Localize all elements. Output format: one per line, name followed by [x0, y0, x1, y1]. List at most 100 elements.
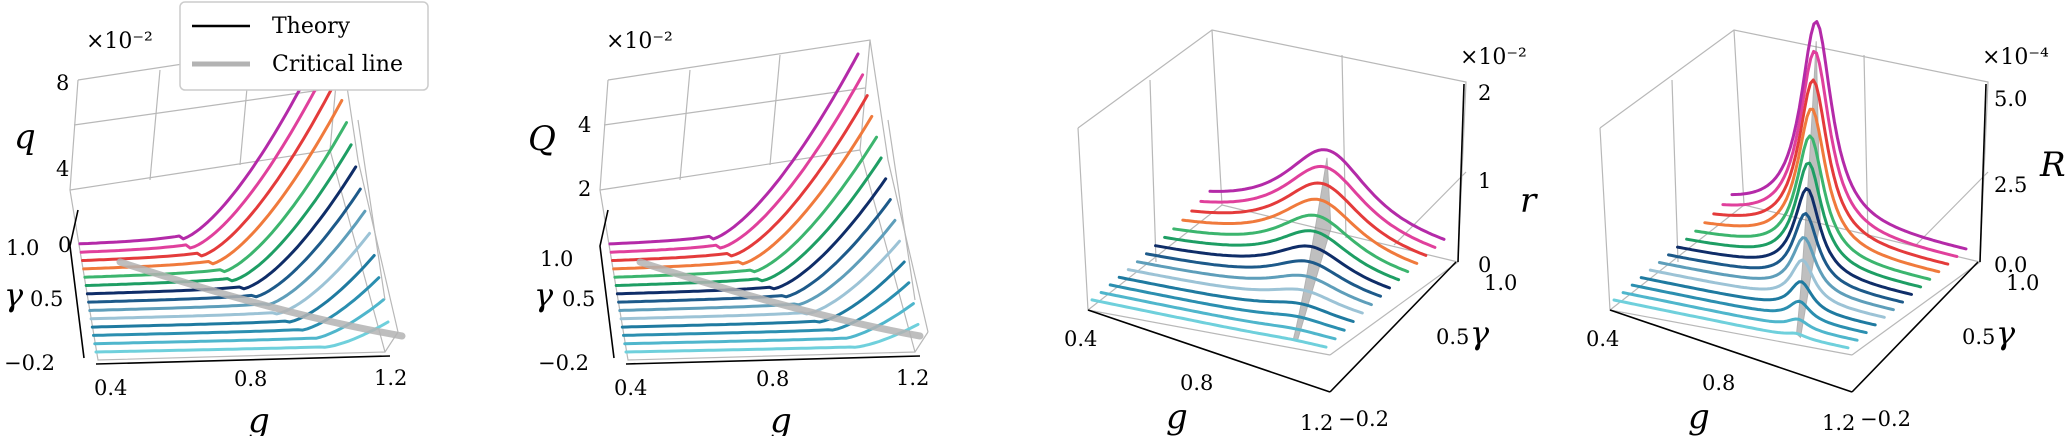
panel-R: ×10⁻⁴ 5.0 2.5 0.0 R 1.0 0.5 γ −0.2 0.4 0… — [1586, 20, 2066, 436]
panel-r-curve — [1145, 252, 1382, 298]
panel-q-curve — [92, 276, 381, 337]
panel-r-zscale: ×10⁻² — [1460, 45, 1527, 70]
legend-box — [179, 1, 429, 91]
panel-Q-curve — [614, 156, 883, 287]
panel-q-curve — [81, 76, 339, 262]
panel-R-curve — [1685, 161, 1923, 289]
panel-R-ztick-1: 2.5 — [1994, 173, 2027, 197]
panel-R-axes — [1609, 83, 1987, 393]
panel-R-curve — [1648, 258, 1886, 319]
panel-r-curve — [1154, 244, 1391, 290]
panel-Q-ztick-1: 4 — [578, 113, 591, 137]
panel-r-ztick-1: 1 — [1478, 169, 1491, 193]
panel-R-ztick-2: 5.0 — [1994, 87, 2027, 111]
panel-Q-curve — [619, 239, 901, 321]
panel-q-ytick-1: 0.5 — [30, 287, 63, 311]
panel-r-curve — [1163, 229, 1401, 282]
panel-R-curve — [1621, 291, 1859, 342]
panel-r-curve — [1099, 291, 1337, 341]
panel-R-curve — [1676, 187, 1913, 296]
panel-r-xtick-2: 1.2 — [1300, 411, 1333, 435]
panel-r-xtick-1: 0.8 — [1180, 371, 1213, 395]
panel-q-xtick-2: 1.2 — [374, 366, 407, 390]
panel-R-curve — [1630, 283, 1868, 335]
panel-q-ytick-0: −0.2 — [4, 351, 55, 375]
panel-R-curve — [1612, 298, 1850, 350]
panel-q-curves — [78, 32, 390, 354]
panel-r-curve — [1208, 148, 1446, 241]
panel-r-curve — [1172, 213, 1410, 274]
legend-theory-label: Theory — [272, 14, 351, 39]
panel-Q-ztick-0: 2 — [578, 177, 591, 201]
panel-Q-curve — [611, 94, 869, 262]
panel-q-xtick-0: 0.4 — [94, 376, 127, 400]
panel-Q-ytick-0: −0.2 — [538, 351, 589, 375]
panel-r-xlabel: g — [1166, 397, 1188, 436]
panel-Q-zscale: ×10⁻² — [606, 29, 673, 54]
panel-Q-grid — [599, 39, 929, 361]
legend: Theory Critical line — [179, 1, 429, 91]
panel-R-curve — [1712, 78, 1950, 266]
panel-Q-xtick-0: 0.4 — [614, 376, 647, 400]
panel-q-axes — [69, 209, 391, 365]
panel-r-axes — [1087, 83, 1465, 393]
panel-R-curve — [1721, 49, 1959, 258]
panel-Q-zlabel: Q — [528, 119, 556, 159]
panel-Q-critical-line — [636, 258, 924, 340]
panel-R-zlabel: R — [2039, 145, 2066, 185]
panel-q-ztick-2: 8 — [56, 71, 69, 95]
legend-critical-label: Critical line — [272, 52, 403, 77]
panel-R-xtick-0: 0.4 — [1586, 327, 1619, 351]
panel-Q-xlabel: g — [770, 401, 792, 436]
panel-R-xtick-2: 1.2 — [1822, 411, 1855, 435]
panel-R-curve — [1667, 212, 1904, 304]
panel-Q-curve — [613, 135, 878, 279]
panel-R-ytick-1: 0.5 — [1962, 325, 1995, 349]
panel-q-curve — [84, 143, 353, 287]
panel-r-curve — [1135, 260, 1373, 307]
panel-Q-ylabel: γ — [534, 276, 554, 314]
panel-q-curve — [78, 32, 330, 246]
panel-R-ytick-0: −0.2 — [1860, 407, 1911, 431]
panel-q-curve — [89, 231, 371, 321]
panel-Q-curve — [623, 302, 915, 346]
panel-r: ×10⁻² 2 1 0 r 1.0 0.5 γ −0.2 0.4 0.8 1.2… — [1064, 29, 1538, 436]
panel-q-ylabel: γ — [4, 276, 24, 314]
panel-Q-curve — [608, 52, 860, 246]
panel-r-ylabel: γ — [1470, 314, 1490, 352]
panel-Q-curve — [609, 73, 865, 254]
panel-q-critical-line — [116, 258, 406, 340]
panel-r-zlabel: r — [1520, 181, 1538, 221]
panel-r-curve — [1199, 164, 1437, 249]
panel-Q-curve — [624, 322, 920, 354]
panel-r-curve — [1126, 268, 1364, 315]
panel-q-curve — [83, 121, 348, 279]
panel-q: ×10⁻² 0 4 8 q 1.0 0.5 −0.2 γ 0.4 0.8 1.2… — [4, 1, 429, 436]
panel-Q-ytick-2: 1.0 — [540, 247, 573, 271]
panel-Q-ytick-1: 0.5 — [562, 287, 595, 311]
panel-R-ylabel: γ — [1996, 314, 2016, 352]
panel-q-curve — [85, 165, 358, 296]
panel-R-ztick-0: 0.0 — [1994, 253, 2027, 277]
panel-q-curve — [88, 209, 367, 312]
panel-q-curve — [90, 254, 376, 329]
panel-Q: ×10⁻² 2 4 Q 1.0 0.5 −0.2 γ 0.4 0.8 1.2 g — [528, 29, 929, 436]
panel-r-ytick-2: 1.0 — [1484, 271, 1517, 295]
panel-R-xlabel: g — [1688, 397, 1710, 436]
panel-q-curve — [93, 298, 385, 346]
panel-r-xtick-0: 0.4 — [1064, 327, 1097, 351]
panel-Q-xtick-1: 0.8 — [756, 367, 789, 391]
panel-R-curve — [1730, 20, 1968, 251]
panel-r-curve — [1190, 181, 1428, 257]
panel-R-curve — [1703, 107, 1941, 274]
panel-Q-curve — [618, 218, 897, 312]
panel-R-curve — [1694, 134, 1932, 281]
panel-q-curve — [82, 99, 344, 271]
panel-r-ytick-1: 0.5 — [1436, 325, 1469, 349]
panel-R-zscale: ×10⁻⁴ — [1982, 45, 2049, 70]
panel-q-xlabel: g — [248, 401, 270, 436]
panel-Q-curve — [620, 260, 906, 329]
panel-r-ytick-0: −0.2 — [1338, 407, 1389, 431]
panel-r-curve — [1181, 197, 1419, 265]
